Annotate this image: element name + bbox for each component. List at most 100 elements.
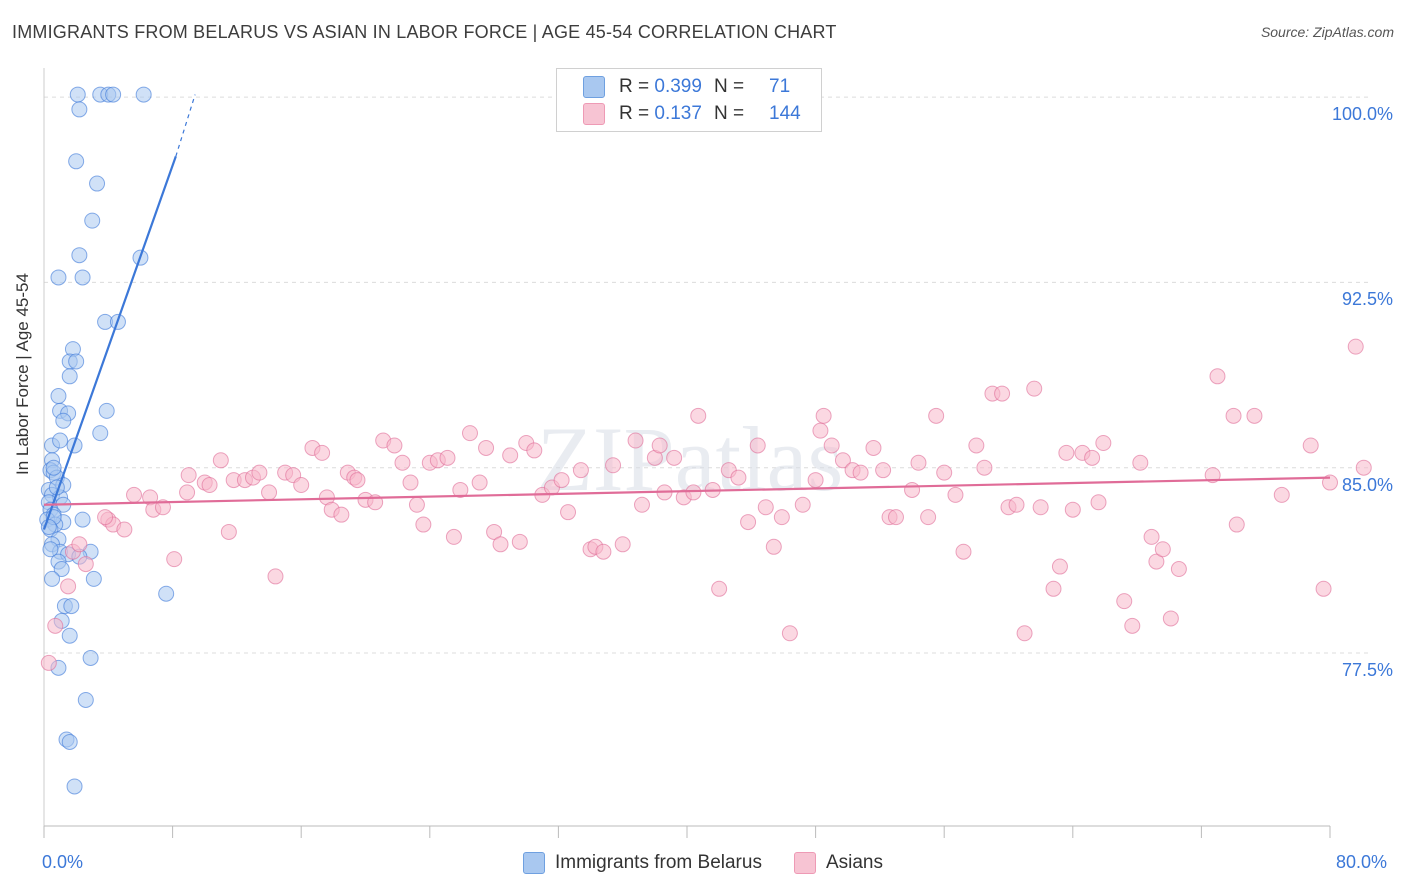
data-point [1143, 528, 1160, 545]
data-point [1246, 407, 1263, 424]
data-point [50, 269, 67, 286]
data-point [55, 412, 72, 429]
data-point [690, 407, 707, 424]
data-point [1016, 625, 1033, 642]
source-label: Source: ZipAtlas.com [1260, 24, 1394, 40]
legend-swatch-belarus [583, 76, 605, 98]
data-point [386, 437, 403, 454]
data-point [812, 422, 829, 439]
data-point [560, 504, 577, 521]
data-point [553, 472, 570, 489]
data-point [445, 528, 462, 545]
y-tick-label: 77.5% [1341, 660, 1393, 681]
data-point [220, 523, 237, 540]
y-tick-label: 92.5% [1341, 289, 1393, 310]
data-point [71, 101, 88, 118]
data-point [1302, 437, 1319, 454]
data-point [201, 477, 218, 494]
data-point [1008, 496, 1025, 513]
data-point [84, 212, 101, 229]
data-point [50, 388, 67, 405]
data-point [928, 407, 945, 424]
data-point [293, 477, 310, 494]
data-point [158, 585, 175, 602]
data-point [1116, 593, 1133, 610]
legend-swatch-asians [583, 103, 605, 125]
data-point [1084, 449, 1101, 466]
data-point [1051, 558, 1068, 575]
data-point [66, 778, 83, 795]
data-point [212, 452, 229, 469]
data-point [968, 437, 985, 454]
data-point [1032, 499, 1049, 516]
data-point [492, 536, 509, 553]
data-point [69, 86, 86, 103]
legend-swatch-belarus-bottom [523, 852, 545, 874]
data-point [486, 523, 503, 540]
data-point [74, 511, 91, 528]
legend-swatch-asians-bottom [793, 852, 816, 874]
bottom-legend: Immigrants from Belarus Asians [0, 852, 1406, 874]
data-point [439, 449, 456, 466]
data-point [179, 484, 196, 501]
data-point [471, 474, 488, 491]
data-point [794, 496, 811, 513]
data-point [98, 402, 115, 419]
data-point [740, 514, 757, 531]
data-point [711, 580, 728, 597]
data-point [1209, 368, 1226, 385]
data-point [82, 649, 99, 666]
data-point [627, 432, 644, 449]
data-point [955, 543, 972, 560]
data-point [1315, 580, 1332, 597]
data-point [1064, 501, 1081, 518]
stats-legend: R = 0.399 N = 71 R = 0.137 N = 144 [556, 68, 822, 132]
data-point [408, 496, 425, 513]
data-point [685, 484, 702, 501]
trend-lines [42, 94, 1331, 530]
data-point [572, 462, 589, 479]
data-point [40, 519, 57, 536]
data-point [349, 472, 366, 489]
data-point [633, 496, 650, 513]
y-axis-title: In Labor Force | Age 45-54 [13, 273, 32, 475]
data-point [478, 439, 495, 456]
data-point [852, 464, 869, 481]
data-point [154, 499, 171, 516]
data-point [1225, 407, 1242, 424]
data-point [77, 556, 94, 573]
data-point [166, 551, 183, 568]
data-point [1026, 380, 1043, 397]
data-point [1154, 541, 1171, 558]
data-point [994, 385, 1011, 402]
data-point [511, 533, 528, 550]
data-point [765, 538, 782, 555]
data-point [875, 462, 892, 479]
legend-item-belarus: Immigrants from Belarus [523, 852, 762, 874]
y-tick-label: 85.0% [1341, 474, 1393, 495]
legend-item-asians: Asians [793, 852, 883, 874]
data-point [1228, 516, 1245, 533]
data-point [920, 509, 937, 526]
data-point [1347, 338, 1364, 355]
data-point [47, 617, 64, 634]
data-point [251, 464, 268, 481]
data-point [77, 691, 94, 708]
data-point [1090, 494, 1107, 511]
data-point [267, 568, 284, 585]
data-point [887, 509, 904, 526]
data-point [52, 432, 69, 449]
data-point [910, 454, 927, 471]
data-point [666, 449, 683, 466]
data-point [261, 484, 278, 501]
data-point [1170, 561, 1187, 578]
data-point [834, 452, 851, 469]
data-point [333, 506, 350, 523]
data-point [1273, 486, 1290, 503]
data-point [394, 454, 411, 471]
data-point [461, 425, 478, 442]
data-point [651, 437, 668, 454]
data-point [595, 543, 612, 560]
data-point [45, 459, 62, 476]
